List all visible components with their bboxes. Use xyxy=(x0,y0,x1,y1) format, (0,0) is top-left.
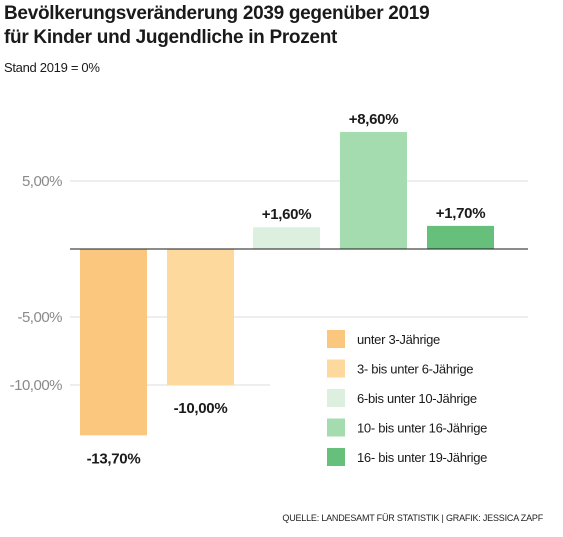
y-tick-label: -10,00% xyxy=(10,377,63,394)
data-label: +1,70% xyxy=(436,205,486,222)
bar xyxy=(427,225,494,249)
legend-swatch xyxy=(327,418,345,437)
legend-label: 10- bis unter 16-Jährige xyxy=(357,421,487,436)
y-axis-ticks: 5,00% -5,00% -10,00% xyxy=(10,173,63,394)
legend-label: 16- bis unter 19-Jährige xyxy=(357,450,487,465)
source-credit: QUELLE: LANDESAMT FÜR STATISTIK | GRAFIK… xyxy=(282,513,543,523)
legend: unter 3-Jährige 3- bis unter 6-Jährige 6-b… xyxy=(327,330,487,466)
chart-subtitle: Stand 2019 = 0% xyxy=(4,60,100,75)
data-label: -10,00% xyxy=(174,400,228,417)
chart-title: Bevölkerungsveränderung 2039 gegenüber 2… xyxy=(4,2,544,50)
legend-label: 6-bis unter 10-Jährige xyxy=(357,391,477,406)
legend-label: unter 3-Jährige xyxy=(357,332,440,347)
y-tick-label: -5,00% xyxy=(17,309,62,326)
chart-title-line-1: Bevölkerungsveränderung 2039 gegenüber 2… xyxy=(4,3,430,24)
bar xyxy=(167,249,234,385)
legend-swatch xyxy=(327,359,345,378)
data-label: +8,60% xyxy=(349,111,399,128)
legend-swatch xyxy=(327,389,345,407)
data-labels: -13,70% -10,00% +1,60% +8,60% +1,70% xyxy=(87,111,486,467)
bar xyxy=(340,132,407,249)
data-label: -13,70% xyxy=(87,450,141,467)
legend-label: 3- bis unter 6-Jährige xyxy=(357,362,473,377)
data-label: +1,60% xyxy=(262,206,312,223)
y-tick-label: 5,00% xyxy=(22,173,62,190)
chart-title-line-2: für Kinder und Jugendliche in Prozent xyxy=(4,27,338,48)
legend-swatch xyxy=(327,330,345,348)
bar xyxy=(253,227,320,249)
legend-swatch xyxy=(327,448,345,466)
bar xyxy=(80,249,147,436)
bars xyxy=(80,132,494,436)
